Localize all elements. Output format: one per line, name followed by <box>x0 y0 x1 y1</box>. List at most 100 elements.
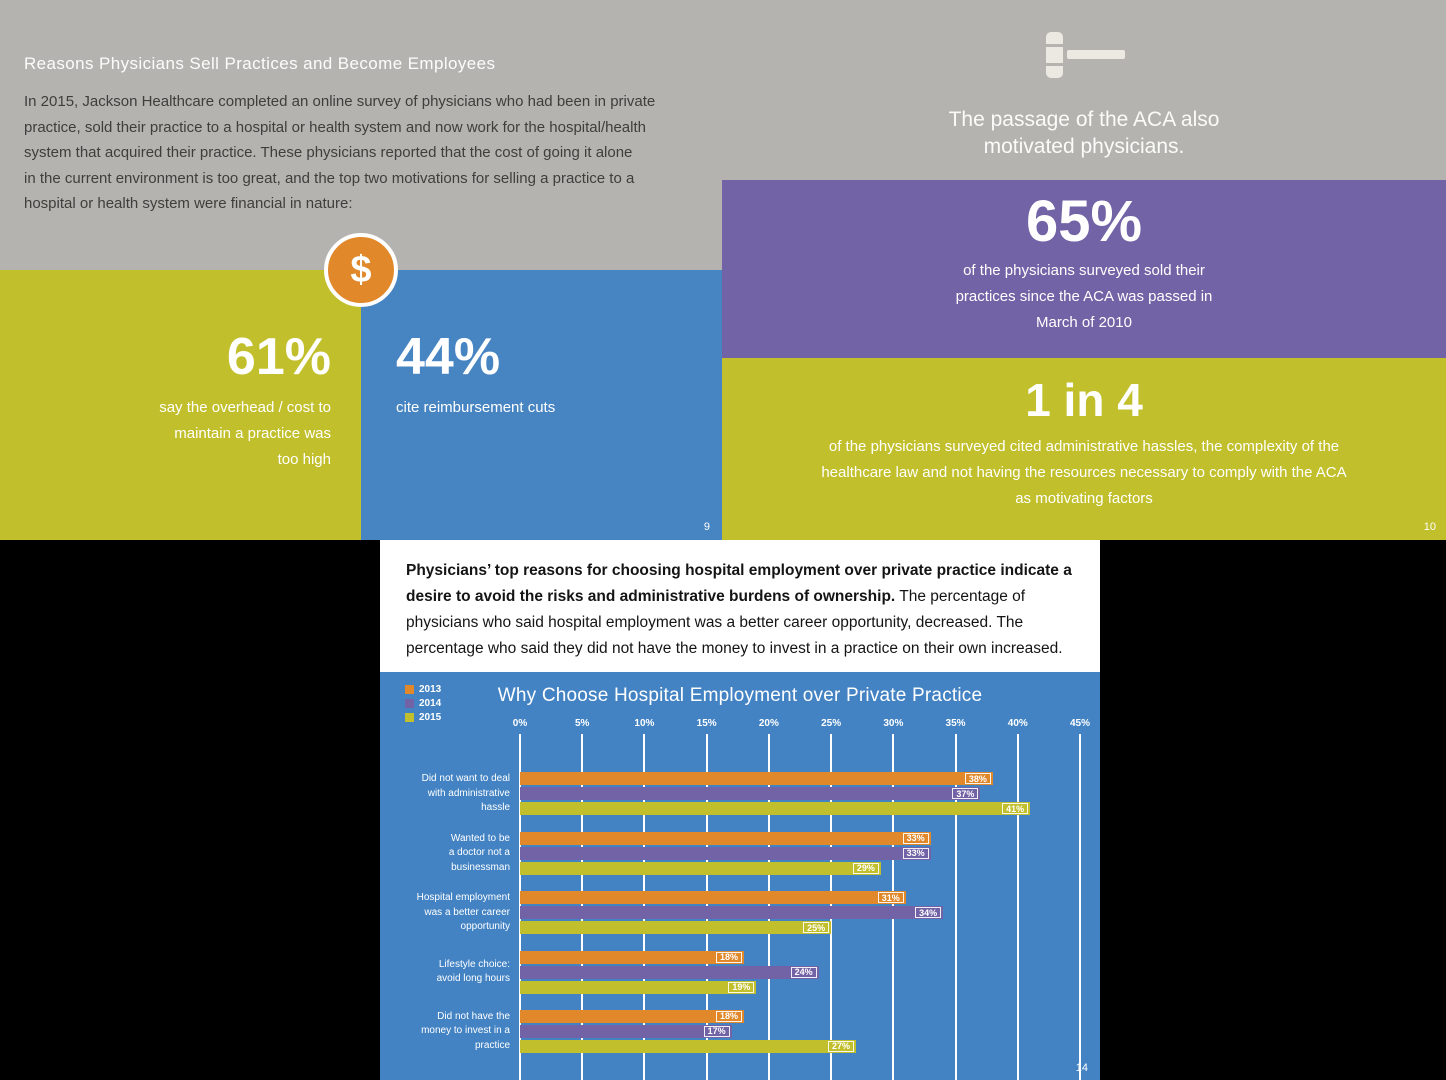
page-10-panel: The passage of the ACA also motivated ph… <box>722 0 1446 540</box>
intro-bold-text: Physicians’ top reasons for choosing hos… <box>406 562 1072 605</box>
category-label: Hospital employment was a better career … <box>416 892 510 932</box>
x-axis: 0% 5% 10% 15% 20% 25% 30% 35% 40% 45% <box>513 718 1090 732</box>
x-tick-label: 30% <box>883 718 904 729</box>
bar-2014: 24% <box>520 965 819 979</box>
bar-value-label: 18% <box>715 951 742 963</box>
intro-regular-text: The percentage of physicians who said ho… <box>406 588 1063 657</box>
category-label: Did not have the money to invest in a pr… <box>421 1010 510 1051</box>
bar-value-label: 41% <box>1002 803 1029 815</box>
chart-legend: 2013 2014 2015 <box>405 682 441 724</box>
x-tick-label: 20% <box>758 718 779 729</box>
bar-2013: 18% <box>520 950 744 964</box>
bar-2015: 29% <box>520 861 881 875</box>
bars: 18% 17% 27% <box>520 1009 1080 1053</box>
page-9-panel: Reasons Physicians Sell Practices and Be… <box>0 0 722 540</box>
bar-2013: 31% <box>520 891 906 905</box>
bar-2014: 33% <box>520 846 931 860</box>
bar-2013: 33% <box>520 831 931 845</box>
gridline <box>954 734 957 1080</box>
bar-2015: 41% <box>520 802 1031 816</box>
bar-2014: 17% <box>520 1024 732 1038</box>
legend-label: 2013 <box>419 683 442 695</box>
gridline <box>1079 734 1081 1080</box>
bar-group: Lifestyle choice: avoid long hours 18% 24%… <box>380 950 1080 994</box>
page-9-header-block: Reasons Physicians Sell Practices and Be… <box>0 0 722 270</box>
stat-block-aca: 65% of the physicians surveyed sold thei… <box>722 180 1446 358</box>
bar-value-label: 17% <box>703 1025 730 1037</box>
x-tick-label: 25% <box>821 718 842 729</box>
bar-group: Wanted to be a doctor not a businessman 3… <box>380 831 1080 876</box>
bar-value-label: 27% <box>827 1040 854 1052</box>
bar-2014: 34% <box>520 906 944 920</box>
page-number: 9 <box>703 521 710 533</box>
bar-value-label: 34% <box>915 907 942 919</box>
x-tick-label: 0% <box>512 718 528 729</box>
legend-label: 2014 <box>419 697 442 709</box>
bar-2013: 18% <box>520 1009 744 1023</box>
bar-value-label: 25% <box>803 922 830 934</box>
bar-group: Hospital employment was a better career … <box>380 891 1080 935</box>
bar-value-label: 31% <box>877 892 904 904</box>
bar-2015: 27% <box>520 1039 856 1053</box>
bar-2015: 19% <box>520 980 757 994</box>
bar-value-label: 19% <box>728 981 755 993</box>
x-tick-label: 35% <box>945 718 966 729</box>
legend-item: 2014 <box>405 696 441 710</box>
bar-value-label: 33% <box>902 832 929 844</box>
bar-value-label: 18% <box>715 1010 742 1022</box>
bars: 18% 24% 19% <box>520 950 1080 994</box>
bar-value-label: 37% <box>952 788 979 800</box>
chart-title: Why Choose Hospital Employment over Priv… <box>497 685 983 706</box>
bar-chart: Why Choose Hospital Employment over Priv… <box>380 672 1100 1080</box>
gridline <box>1016 734 1019 1080</box>
dollar-icon: $ <box>324 233 398 307</box>
bar-2013: 38% <box>520 772 993 786</box>
gavel-icon <box>1038 30 1130 87</box>
x-tick-label: 40% <box>1007 718 1028 729</box>
page-number: 10 <box>1423 521 1436 533</box>
bars: 38% 37% 41% <box>520 772 1080 816</box>
stat-overhead: 61% say the overhead / cost to maintain … <box>0 330 331 473</box>
category-label: Lifestyle choice: avoid long hours <box>436 958 510 985</box>
stat-block-reimbursement <box>361 270 722 540</box>
bar-2014: 37% <box>520 787 981 801</box>
stat-value: 65% <box>1025 189 1143 254</box>
stat-block-overhead <box>0 270 361 540</box>
legend-item: 2013 <box>405 682 441 696</box>
legend-swatch <box>405 684 414 694</box>
bar-value-label: 33% <box>902 847 929 859</box>
legend-item: 2015 <box>405 710 441 724</box>
bar-value-label: 29% <box>852 862 879 874</box>
category-label: Did not want to deal with administrative… <box>421 773 510 813</box>
stat-caption: say the overhead / cost to maintain a pr… <box>159 398 331 468</box>
legend-swatch <box>405 712 414 722</box>
bars: 33% 33% 29% <box>520 831 1080 875</box>
chart-intro-paragraph: Physicians’ top reasons for choosing hos… <box>380 540 1100 672</box>
stat-value: 44% <box>396 328 501 386</box>
stat-block-1in4: 1 in 4 of the physicians surveyed cited … <box>722 358 1446 540</box>
dollar-glyph: $ <box>350 248 372 291</box>
page-number: 14 <box>1075 1062 1088 1074</box>
bar-2015: 25% <box>520 921 832 935</box>
bar-value-label: 38% <box>964 773 991 785</box>
page-title: Reasons Physicians Sell Practices and Be… <box>24 54 496 73</box>
bar-value-label: 24% <box>790 966 817 978</box>
bar-group: Did not want to deal with administrative… <box>380 772 1080 816</box>
stat-caption: of the physicians surveyed cited adminis… <box>821 438 1347 508</box>
x-tick-label: 5% <box>574 718 590 729</box>
stat-caption: cite reimbursement cuts <box>396 398 556 416</box>
intro-paragraph: In 2015, Jackson Healthcare completed an… <box>24 93 656 213</box>
legend-label: 2015 <box>419 711 442 723</box>
bar-groups: Did not want to deal with administrative… <box>380 772 1080 1069</box>
x-tick-label: 15% <box>696 718 717 729</box>
section-heading: The passage of the ACA also motivated ph… <box>948 108 1220 158</box>
legend-swatch <box>405 698 414 708</box>
x-tick-label: 45% <box>1069 718 1091 729</box>
bars: 31% 34% 25% <box>520 891 1080 935</box>
bar-group: Did not have the money to invest in a pr… <box>380 1009 1080 1054</box>
stat-value: 61% <box>226 328 331 386</box>
page-10-header-block: The passage of the ACA also motivated ph… <box>722 0 1446 180</box>
stat-value: 1 in 4 <box>1025 374 1143 426</box>
page-14-panel: Physicians’ top reasons for choosing hos… <box>380 540 1100 1080</box>
x-tick-label: 10% <box>634 718 655 729</box>
